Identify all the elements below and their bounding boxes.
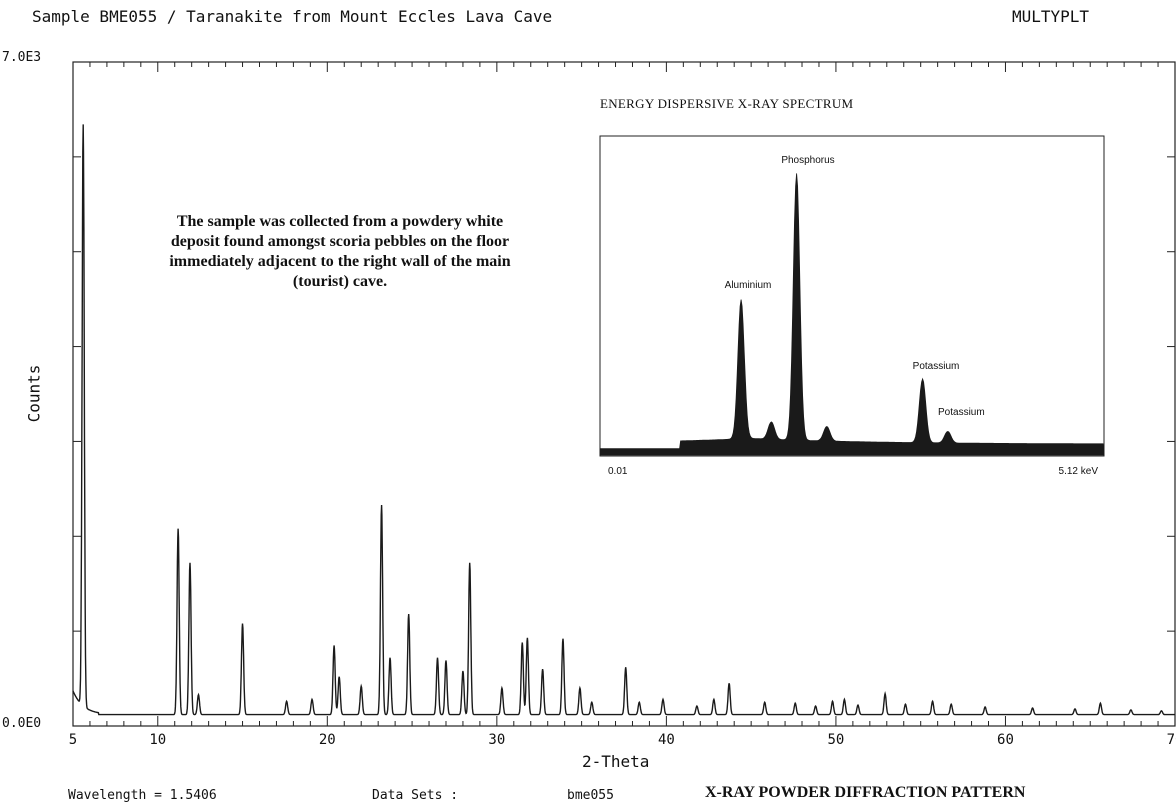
y-tick-max: 7.0E3	[2, 50, 42, 65]
x-tick-label: 20	[319, 732, 336, 748]
eds-label-potassium-1: Potassium	[913, 361, 960, 372]
eds-label-phosphorus: Phosphorus	[781, 155, 834, 166]
chart-header-title: Sample BME055 / Taranakite from Mount Ec…	[32, 7, 553, 26]
x-tick-label: 5	[69, 732, 77, 748]
xrd-series-line	[72, 124, 1175, 716]
eds-spectrum-area	[599, 173, 1105, 456]
program-name: MULTYPLT	[1012, 7, 1090, 26]
y-ticks	[73, 156, 1175, 632]
eds-title: ENERGY DISPERSIVE X-RAY SPECTRUM	[600, 96, 854, 111]
x-tick-label: 60	[997, 732, 1014, 748]
eds-labels: Phosphorus Aluminium Potassium Potassium 0.0…	[608, 155, 1098, 477]
x-tick-label: 10	[149, 732, 166, 748]
plot-frame	[72, 61, 1176, 727]
x-tick-label: 40	[658, 732, 675, 748]
x-ticks: 5 10 20 30 40 50 60 70	[69, 62, 1176, 748]
x-tick-label: 50	[827, 732, 844, 748]
datasets-value: bme055	[567, 788, 614, 803]
eds-label-aluminium: Aluminium	[725, 280, 772, 291]
x-tick-label: 30	[488, 732, 505, 748]
datasets-label: Data Sets :	[372, 788, 459, 803]
wavelength-label: Wavelength = 1.5406	[68, 788, 217, 803]
pattern-title: X-RAY POWDER DIFFRACTION PATTERN	[705, 784, 1026, 801]
x-axis-label: 2-Theta	[582, 752, 650, 771]
eds-x-min-label: 0.01	[608, 466, 628, 477]
eds-frame	[599, 135, 1105, 457]
y-tick-min: 0.0E0	[2, 716, 42, 731]
x-tick-label: 70	[1167, 732, 1176, 748]
eds-x-max-label: 5.12 keV	[1059, 466, 1099, 477]
sample-note: The sample was collected from a powdery …	[169, 213, 511, 290]
eds-label-potassium-2: Potassium	[938, 407, 985, 418]
